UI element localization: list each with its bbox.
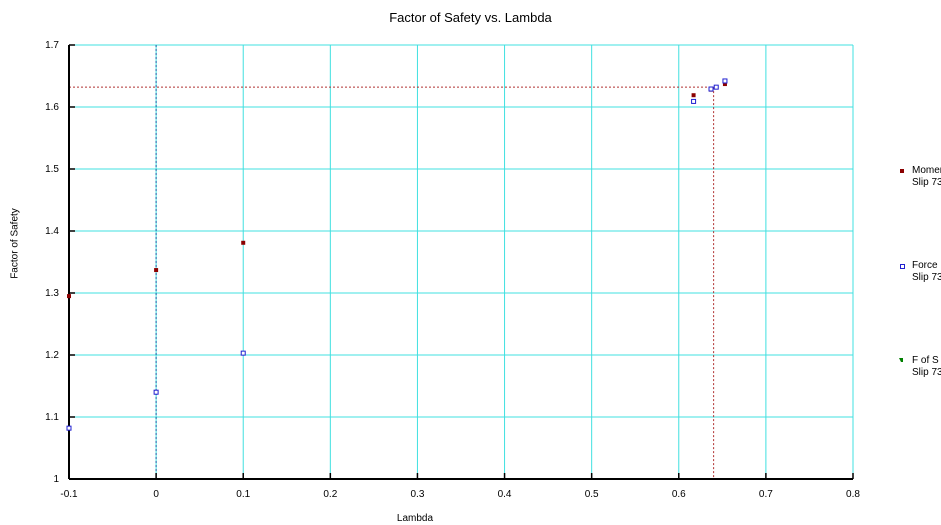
data-point-1 bbox=[722, 78, 728, 84]
triangle-marker-icon bbox=[899, 358, 903, 362]
y-tick-label: 1.2 bbox=[45, 350, 59, 361]
data-point-1 bbox=[153, 389, 159, 395]
legend-sublabel: Slip 73 bbox=[912, 367, 941, 378]
filled-square-marker-icon bbox=[900, 169, 904, 173]
y-tick-label: 1.7 bbox=[45, 40, 59, 51]
legend-label: Force bbox=[912, 260, 938, 271]
legend-label: Momer bbox=[912, 165, 941, 176]
y-tick-label: 1.5 bbox=[45, 164, 59, 175]
data-point-1 bbox=[708, 86, 714, 92]
data-point-0 bbox=[722, 82, 727, 87]
x-tick-label: 0.7 bbox=[759, 489, 773, 500]
legend-label: F of S bbox=[912, 355, 939, 366]
x-tick-label: 0.1 bbox=[236, 489, 250, 500]
y-tick-label: 1.4 bbox=[45, 226, 59, 237]
y-axis-label: Factor of Safety bbox=[9, 208, 21, 279]
data-point-1 bbox=[691, 98, 697, 104]
x-tick-label: 0.4 bbox=[498, 489, 512, 500]
x-tick-label: 0.6 bbox=[672, 489, 686, 500]
data-point-0 bbox=[241, 240, 246, 245]
x-tick-label: 0 bbox=[153, 489, 159, 500]
x-tick-label: -0.1 bbox=[60, 489, 78, 500]
x-tick-label: 0.8 bbox=[846, 489, 860, 500]
x-tick-label: 0.5 bbox=[585, 489, 599, 500]
legend-sublabel: Slip 73 bbox=[912, 177, 941, 188]
chart-title: Factor of Safety vs. Lambda bbox=[389, 10, 552, 25]
y-tick-label: 1.6 bbox=[45, 102, 59, 113]
data-point-1 bbox=[240, 350, 246, 356]
x-axis-label: Lambda bbox=[396, 513, 434, 524]
data-point-0 bbox=[691, 93, 696, 98]
x-tick-label: 0.3 bbox=[410, 489, 424, 500]
x-tick-label: 0.2 bbox=[323, 489, 337, 500]
y-tick-label: 1.1 bbox=[45, 412, 59, 423]
data-point-0 bbox=[154, 268, 159, 273]
y-tick-label: 1.3 bbox=[45, 288, 59, 299]
data-point-1 bbox=[713, 84, 719, 90]
y-tick-label: 1 bbox=[53, 474, 59, 485]
data-point-1 bbox=[66, 425, 72, 431]
legend-sublabel: Slip 73 bbox=[912, 272, 941, 283]
open-square-marker-icon bbox=[900, 264, 905, 269]
data-point-0 bbox=[67, 294, 71, 299]
